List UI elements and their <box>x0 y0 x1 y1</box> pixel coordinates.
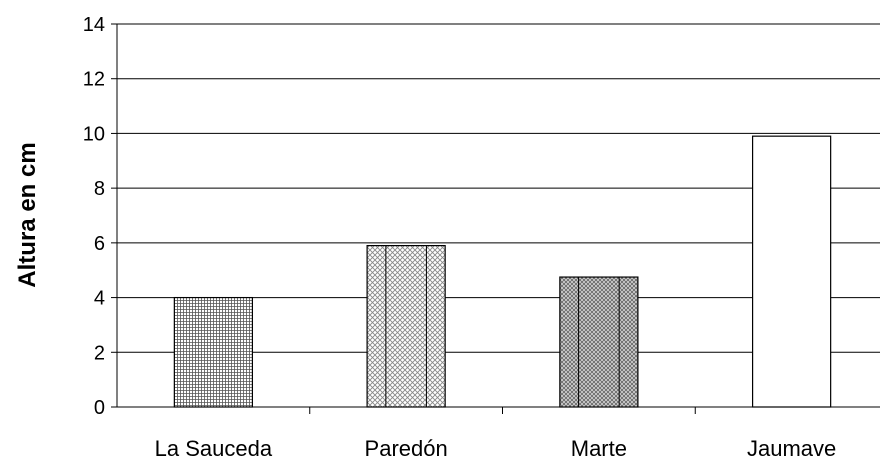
x-ticks <box>309 407 696 414</box>
bars <box>173 135 832 408</box>
y-tick-label: 14 <box>83 14 105 36</box>
y-tick-label: 0 <box>94 397 105 419</box>
y-ticks: 0 2 4 6 8 10 12 14 <box>83 14 117 419</box>
x-tick-label: La Sauceda <box>155 436 273 461</box>
bar-pared-n <box>366 244 446 408</box>
y-tick-label: 8 <box>94 178 105 200</box>
x-tick-label: Marte <box>571 436 627 461</box>
x-tick-label: Paredón <box>365 436 448 461</box>
y-tick-label: 6 <box>94 233 105 255</box>
bar-jaumave <box>751 135 832 408</box>
bar-la-sauceda <box>173 296 254 408</box>
x-tick-labels: La Sauceda Paredón Marte Jaumave <box>155 436 837 461</box>
bar-marte <box>559 276 639 408</box>
y-tick-label: 10 <box>83 123 105 145</box>
y-axis-title: Altura en cm <box>14 142 41 287</box>
y-tick-label: 12 <box>83 69 105 91</box>
y-tick-label: 4 <box>94 288 105 310</box>
x-tick-label: Jaumave <box>747 436 836 461</box>
y-tick-label: 2 <box>94 342 105 364</box>
